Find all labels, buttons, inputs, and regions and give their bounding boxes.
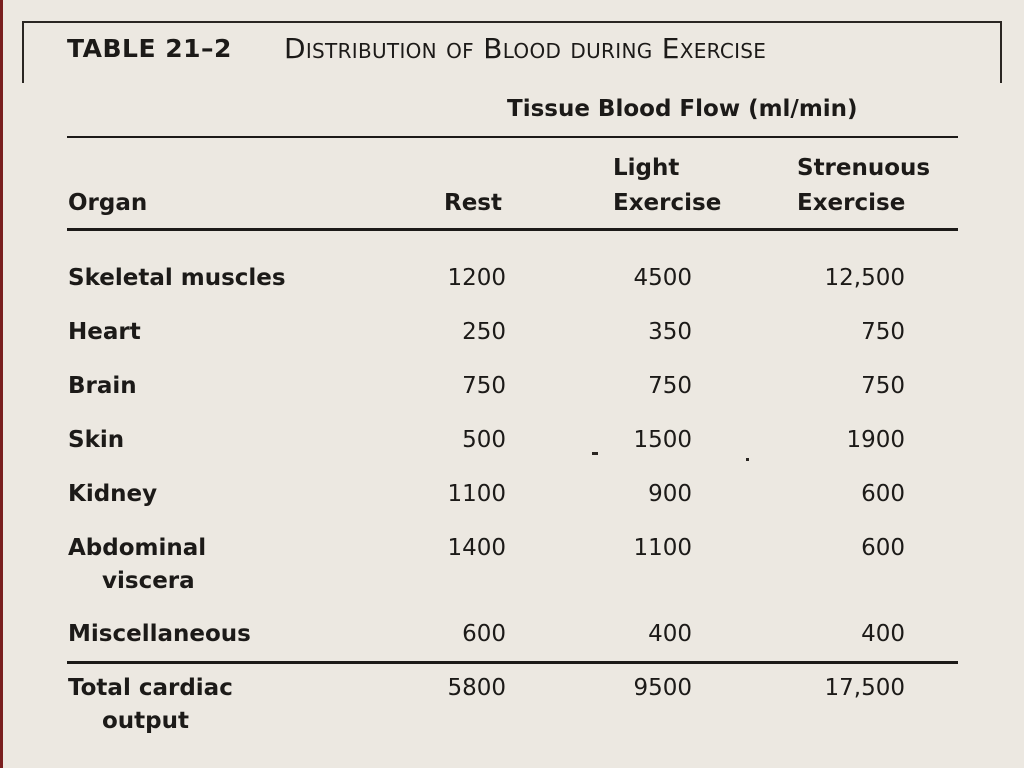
light-exercise-cell: 4500 (633, 265, 692, 291)
light-exercise-cell: 750 (648, 373, 692, 399)
total-rest-cell: 5800 (447, 675, 506, 701)
strenuous-exercise-cell: 1900 (846, 427, 905, 453)
header-rule (67, 228, 958, 231)
column-header-light-exercise: Light Exercise (613, 151, 721, 221)
total-label-cell: Total cardiac output (68, 672, 233, 738)
total-label-line2: output (102, 708, 190, 734)
total-strenuous-exercise-cell: 17,500 (824, 675, 905, 701)
organ-cell: Skeletal muscles (68, 265, 286, 291)
page-edge (0, 0, 3, 768)
column-header-strenuous-line2: Exercise (797, 190, 906, 216)
ink-speck (746, 458, 749, 461)
total-label-line1: Total cardiac (68, 675, 233, 701)
column-header-strenuous-line1: Strenuous (797, 155, 931, 181)
frame-right-border (1000, 21, 1002, 83)
organ-cell: Heart (68, 319, 141, 345)
column-header-rest: Rest (444, 190, 502, 216)
rest-cell: 250 (462, 319, 506, 345)
strenuous-exercise-cell: 750 (861, 319, 905, 345)
frame-top-border (22, 21, 1002, 23)
light-exercise-cell: 1100 (633, 535, 692, 561)
light-exercise-cell: 400 (648, 621, 692, 647)
light-exercise-cell: 350 (648, 319, 692, 345)
organ-cell: Miscellaneous (68, 621, 251, 647)
light-exercise-cell: 900 (648, 481, 692, 507)
rest-cell: 500 (462, 427, 506, 453)
ink-speck (592, 452, 598, 455)
organ-cell: Abdominal viscera (68, 532, 206, 598)
strenuous-exercise-cell: 600 (861, 481, 905, 507)
rest-cell: 1400 (447, 535, 506, 561)
column-group-header: Tissue Blood Flow (ml/min) (507, 96, 858, 122)
group-header-rule (67, 136, 958, 138)
frame-left-border (22, 21, 24, 83)
organ-cell-line1: Abdominal (68, 535, 207, 561)
rest-cell: 1200 (447, 265, 506, 291)
organ-cell-line2: viscera (102, 568, 195, 594)
strenuous-exercise-cell: 12,500 (824, 265, 905, 291)
column-header-strenuous-exercise: Strenuous Exercise (797, 151, 930, 221)
total-rule (67, 661, 958, 664)
organ-cell: Skin (68, 427, 125, 453)
column-header-light-line1: Light (613, 155, 680, 181)
column-header-organ: Organ (68, 190, 148, 216)
strenuous-exercise-cell: 750 (861, 373, 905, 399)
strenuous-exercise-cell: 400 (861, 621, 905, 647)
column-header-light-line2: Exercise (613, 190, 722, 216)
organ-cell: Kidney (68, 481, 158, 507)
light-exercise-cell: 1500 (633, 427, 692, 453)
table-number: TABLE 21–2 (67, 34, 232, 63)
strenuous-exercise-cell: 600 (861, 535, 905, 561)
rest-cell: 750 (462, 373, 506, 399)
rest-cell: 1100 (447, 481, 506, 507)
rest-cell: 600 (462, 621, 506, 647)
organ-cell: Brain (68, 373, 137, 399)
table-title: Distribution of Blood during Exercise (284, 32, 767, 65)
total-light-exercise-cell: 9500 (633, 675, 692, 701)
